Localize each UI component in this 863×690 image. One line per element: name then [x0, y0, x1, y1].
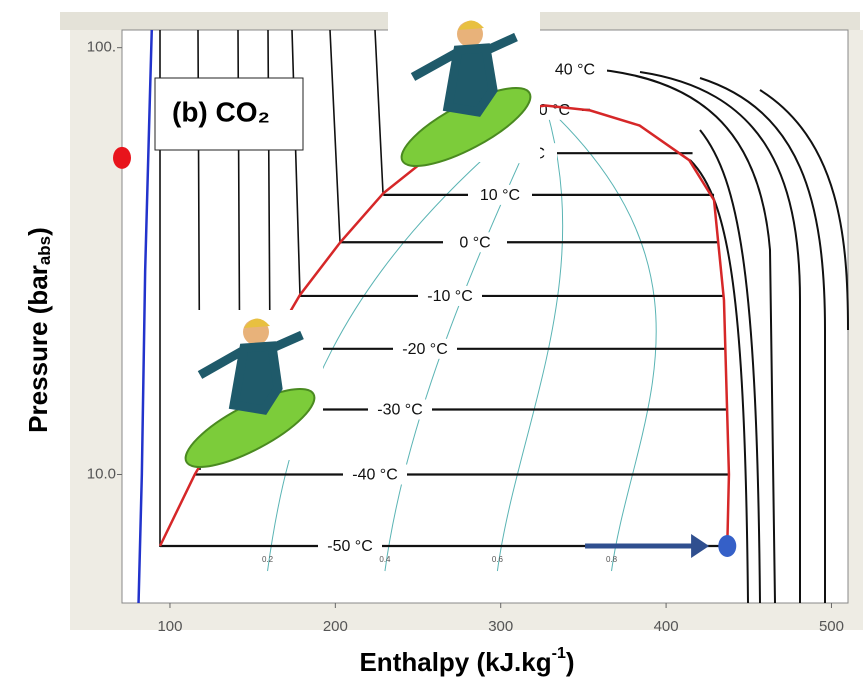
isotherm-label: -30 °C [377, 402, 423, 419]
quality-label: 0.8 [606, 555, 618, 564]
point [718, 535, 736, 557]
isotherm-label: -20 °C [402, 341, 448, 358]
surfer [388, 12, 540, 180]
surfer [176, 310, 324, 481]
isotherm-label: 0 °C [459, 234, 490, 251]
x-label-end: ) [566, 647, 575, 677]
chart-title: (b) CO₂ [172, 96, 270, 127]
quality-label: 0.2 [262, 555, 274, 564]
quality-label: 0.6 [492, 555, 504, 564]
isotherm-label: -50 °C [327, 538, 373, 555]
y-tick-label: 10.0 [87, 465, 116, 482]
isotherm-label: 10 °C [480, 187, 520, 204]
point [113, 147, 131, 169]
quality-label: 0.4 [379, 555, 391, 564]
x-tick-label: 400 [654, 618, 679, 635]
x-label-main: Enthalpy (kJ.kg [359, 647, 551, 677]
y-axis-label: Pressure (barabs) [23, 227, 55, 433]
y-tick-label: 100. [87, 39, 116, 56]
chart: 100 200 300 400 500 10.0 100. 0.2 0.4 0.6 0.8 -50 °… [0, 0, 863, 685]
isotherm-label: -10 °C [427, 288, 473, 305]
x-tick-label: 500 [819, 618, 844, 635]
x-tick-label: 200 [323, 618, 348, 635]
y-label-sub: abs [35, 236, 54, 265]
x-tick-label: 300 [488, 618, 513, 635]
isotherm-label: -40 °C [352, 467, 398, 484]
x-axis-label: Enthalpy (kJ.kg-1) [359, 645, 574, 677]
y-label-main: Pressure (bar [23, 265, 53, 433]
y-label-end: ) [23, 227, 53, 236]
x-label-sup: -1 [552, 645, 566, 662]
x-tick-label: 100 [157, 618, 182, 635]
isotherm-label: 40 °C [555, 61, 595, 78]
